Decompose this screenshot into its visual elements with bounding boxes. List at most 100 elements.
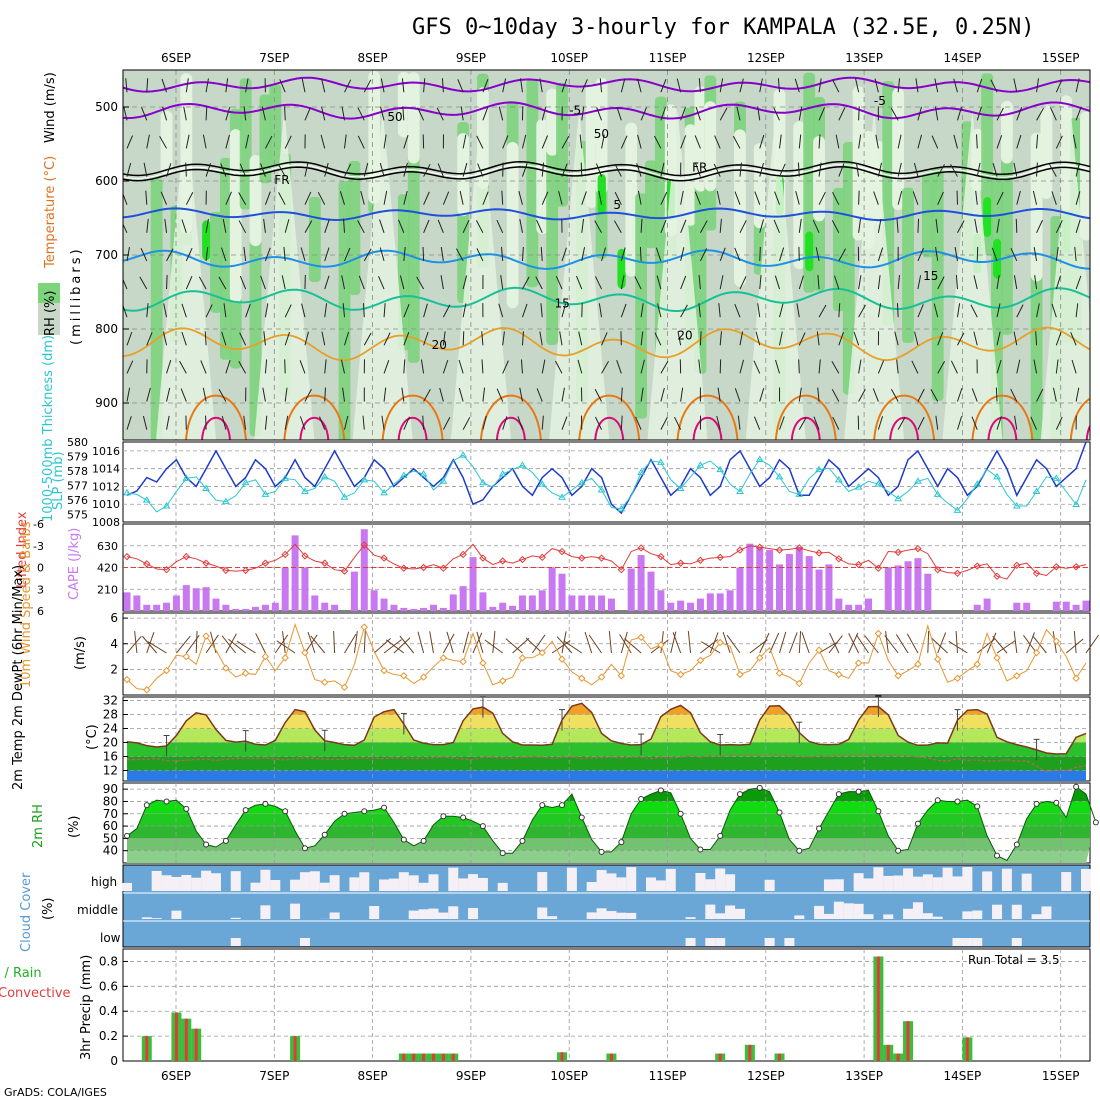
wind-barb [996, 191, 1004, 205]
precip-convective-bar [412, 1053, 416, 1061]
contour-label: FR [274, 173, 289, 187]
slp-tick: 1012 [92, 480, 120, 493]
wind-barb [996, 303, 1001, 318]
date-label-bottom: 7SEP [259, 1069, 289, 1083]
surface-wind-barb [709, 632, 719, 654]
wind-barb [561, 247, 567, 262]
wind-barb [838, 248, 847, 262]
surface-wind-barb [307, 631, 316, 654]
low-cloud-block [952, 938, 963, 946]
thickness-marker [637, 468, 645, 476]
high-cloud-block [932, 877, 943, 891]
rh-moist-cell [526, 78, 539, 288]
cape-bar [627, 568, 635, 611]
y-tick-label: 16 [103, 750, 118, 764]
wind-marker [894, 672, 902, 680]
surface-contour-hot [397, 416, 428, 440]
precip-frame [122, 948, 1091, 1062]
wind-barb [126, 247, 130, 262]
wind-barb [225, 134, 230, 149]
cape-bar [815, 569, 823, 611]
wind-barb [713, 163, 721, 177]
surface-wind-barb [722, 631, 731, 654]
lifted-marker [538, 553, 546, 562]
thickness-marker [320, 472, 329, 480]
wind-marker [914, 660, 922, 668]
cape-bar [706, 593, 714, 611]
wind-barb [243, 246, 247, 261]
middle-cloud-block [823, 913, 834, 919]
thickness-marker [716, 465, 725, 473]
surface-wind-barb [236, 640, 256, 654]
wind-barb [458, 359, 464, 374]
thickness-marker [914, 477, 922, 484]
wind-barb [996, 218, 1000, 233]
wind-barb [166, 387, 171, 402]
wind-barb [180, 388, 187, 402]
slp-series [123, 441, 1087, 515]
wind-barb [362, 415, 365, 430]
lifted-tick: 6 [37, 605, 44, 618]
thickness-tick: 579 [67, 451, 88, 464]
high-cloud-block [764, 879, 775, 891]
wind-barb [181, 303, 187, 318]
wind-barb [616, 106, 622, 121]
wind-barb [1075, 78, 1080, 93]
wind-barb [975, 190, 978, 205]
lifted-marker [993, 572, 1001, 580]
cape-bar [776, 564, 784, 611]
rh-dry-cell [813, 135, 825, 222]
contour-labels: -5 -5 FR FR 5 15 15 20 20 50 50 [274, 94, 938, 352]
wind-barb [238, 220, 247, 234]
wind-barb [917, 416, 925, 430]
wind-barb [123, 192, 128, 205]
wind-barb [360, 190, 365, 205]
cape-panel: -6 -3 0 3 6 210 420 630 Lifted Index CAPE (J/kg… [15, 511, 1091, 618]
wind-barb [521, 163, 528, 177]
cape-bar [1082, 600, 1090, 611]
y-tick-label: 32 [103, 694, 118, 708]
cloud-low-label: low [100, 931, 121, 945]
cape-bar [429, 604, 437, 611]
run-total: Run Total = 3.5 [968, 953, 1060, 967]
cape-bar [667, 602, 675, 611]
wind-barb [1050, 107, 1057, 121]
rh-marker [559, 802, 566, 809]
temperature-contour [123, 164, 1090, 180]
rh-line [126, 785, 1097, 862]
y-tick-label: 12 [103, 764, 118, 778]
contour-label: 15 [923, 269, 938, 283]
high-cloud-block [458, 878, 469, 891]
cape-bar [499, 602, 507, 611]
wind-barb [917, 134, 923, 149]
wind-barb [1055, 135, 1063, 149]
high-cloud-block [309, 871, 320, 891]
surface-wind-barb [895, 634, 909, 654]
rh-moist-cell [556, 82, 568, 207]
wind-barb [279, 79, 286, 93]
wind-barb [1033, 247, 1038, 262]
wind-barb [797, 162, 800, 177]
surface-wind-barb [176, 635, 191, 654]
wind-barb [680, 190, 684, 205]
rh-moist-cell [219, 157, 232, 360]
wind-barb [931, 135, 939, 149]
wind-barb [680, 135, 687, 149]
temperature-line [126, 702, 1087, 755]
wind-barb [1075, 191, 1081, 205]
wind-barb [517, 416, 523, 430]
wind-barb [739, 359, 744, 374]
wind-barb [1075, 107, 1082, 121]
cape-bar [133, 595, 141, 611]
wind-marker [973, 660, 981, 668]
surface-contour [676, 394, 739, 440]
wind-barb [755, 331, 761, 346]
middle-cloud-block [814, 905, 825, 919]
wind-barb [917, 304, 924, 318]
wind-barb [403, 134, 409, 149]
high-cloud-block [705, 879, 716, 891]
wind-barb [304, 388, 312, 402]
wind-barb [123, 223, 128, 234]
wind-barb [1036, 303, 1040, 318]
lifted-marker [716, 553, 724, 562]
